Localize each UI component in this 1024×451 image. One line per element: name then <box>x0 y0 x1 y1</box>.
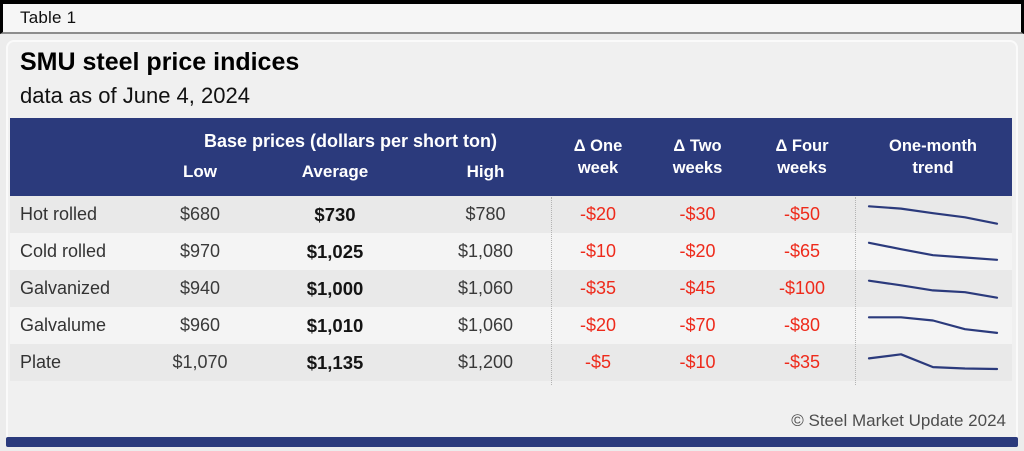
bottom-accent-bar <box>6 437 1018 447</box>
delta-four-weeks-value: -$80 <box>783 315 821 335</box>
table-row: Galvanized $940 $1,000 $1,060 -$35 -$45 … <box>10 270 1012 307</box>
header-spacer <box>10 118 150 154</box>
column-header-one-month-trend: One-month trend <box>854 118 1012 196</box>
average-price: $730 <box>314 203 356 225</box>
delta-four-weeks-line1: Δ Four <box>775 137 829 155</box>
product-label: Galvanized <box>20 278 111 298</box>
column-header-delta-one-week: Δ One week <box>551 118 645 196</box>
trend-sparkline <box>854 348 1012 378</box>
delta-two-weeks-value: -$70 <box>679 315 716 335</box>
product-label: Cold rolled <box>20 241 107 261</box>
column-header-high: High <box>466 162 505 181</box>
page-title: SMU steel price indices <box>20 48 300 76</box>
delta-four-weeks-line2: weeks <box>777 159 827 177</box>
table-row: Plate $1,070 $1,135 $1,200 -$5 -$10 -$35 <box>10 344 1012 381</box>
trend-sparkline <box>854 237 1012 267</box>
column-header-delta-two-weeks: Δ Two weeks <box>645 118 750 196</box>
table-body: Hot rolled $680 $730 $780 -$20 -$30 -$50… <box>10 196 1012 385</box>
delta-one-week-value: -$20 <box>579 315 617 335</box>
high-price: $1,060 <box>457 278 514 298</box>
product-label: Hot rolled <box>20 204 98 224</box>
column-header-average: Average <box>301 162 369 181</box>
high-price: $1,080 <box>457 241 514 261</box>
delta-two-weeks-line1: Δ Two <box>673 137 722 155</box>
delta-one-week-value: -$35 <box>579 278 617 298</box>
copyright-notice: © Steel Market Update 2024 <box>791 411 1006 430</box>
trend-sparkline <box>854 311 1012 341</box>
delta-one-week-value: -$20 <box>579 204 617 224</box>
high-price: $780 <box>465 204 506 224</box>
delta-two-weeks-value: -$45 <box>679 278 716 298</box>
average-price: $1,135 <box>306 351 364 373</box>
trend-sparkline <box>854 200 1012 230</box>
delta-two-weeks-value: -$30 <box>679 204 716 224</box>
high-price: $1,200 <box>457 352 514 372</box>
delta-one-week-value: -$10 <box>579 241 617 261</box>
low-price: $680 <box>179 204 221 224</box>
table-row: Galvalume $960 $1,010 $1,060 -$20 -$70 -… <box>10 307 1012 344</box>
column-header-delta-four-weeks: Δ Four weeks <box>750 118 854 196</box>
delta-one-week-line2: week <box>577 159 619 177</box>
delta-four-weeks-value: -$65 <box>783 241 821 261</box>
dotted-separator <box>551 197 552 385</box>
trend-header-line1: One-month <box>889 137 977 155</box>
product-label: Plate <box>20 352 62 372</box>
column-header-low: Low <box>183 162 217 181</box>
column-group-base-prices: Base prices (dollars per short ton) <box>203 131 498 151</box>
delta-two-weeks-value: -$10 <box>679 352 716 372</box>
delta-two-weeks-line2: weeks <box>672 159 723 177</box>
low-price: $970 <box>179 241 221 261</box>
delta-four-weeks-value: -$100 <box>778 278 826 298</box>
low-price: $960 <box>179 315 221 335</box>
page-subtitle: data as of June 4, 2024 <box>20 83 250 108</box>
delta-two-weeks-value: -$20 <box>679 241 716 261</box>
delta-one-week-value: -$5 <box>584 352 611 372</box>
low-price: $1,070 <box>172 352 228 372</box>
product-label: Galvalume <box>20 315 107 335</box>
delta-one-week-line1: Δ One <box>573 137 623 155</box>
dotted-separator <box>855 197 856 385</box>
table-header: Base prices (dollars per short ton) Low … <box>10 118 1012 196</box>
average-price: $1,010 <box>306 314 364 336</box>
low-price: $940 <box>179 278 221 298</box>
average-price: $1,000 <box>306 277 364 299</box>
average-price: $1,025 <box>306 240 364 262</box>
trend-sparkline <box>854 274 1012 304</box>
table-row: Cold rolled $970 $1,025 $1,080 -$10 -$20… <box>10 233 1012 270</box>
table-row: Hot rolled $680 $730 $780 -$20 -$30 -$50 <box>10 196 1012 233</box>
tab-strip: Table 1 <box>0 0 1024 34</box>
delta-four-weeks-value: -$50 <box>783 204 821 224</box>
high-price: $1,060 <box>457 315 514 335</box>
table-tag: Table 1 <box>20 8 77 27</box>
trend-header-line2: trend <box>912 159 954 177</box>
delta-four-weeks-value: -$35 <box>783 352 821 372</box>
